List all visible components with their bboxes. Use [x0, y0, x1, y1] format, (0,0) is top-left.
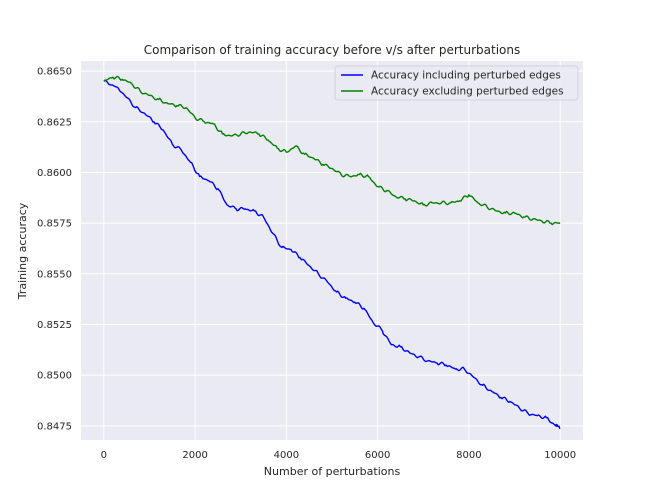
y-tick-label: 0.8550 [37, 269, 72, 280]
x-tick-label: 0 [101, 450, 107, 461]
y-tick-label: 0.8575 [37, 219, 72, 230]
x-tick-label: 2000 [182, 450, 207, 461]
plot-area [81, 61, 583, 440]
y-axis-ticks: 0.8475 0.8500 0.8525 0.8550 0.8575 0.8600 0.86… [37, 67, 72, 433]
legend: Accuracy including perturbed edges Accura… [334, 65, 579, 101]
x-axis-label: Number of perturbations [264, 465, 401, 478]
legend-entry: Accuracy excluding perturbed edges [371, 86, 564, 98]
x-tick-label: 8000 [456, 450, 481, 461]
chart-title: Comparison of training accuracy before v… [144, 43, 521, 57]
y-tick-label: 0.8625 [37, 117, 72, 128]
y-axis-label: Training accuracy [16, 202, 29, 300]
x-axis-ticks: 0 2000 4000 6000 8000 10000 [101, 450, 576, 461]
legend-box [334, 65, 579, 101]
y-tick-label: 0.8500 [37, 371, 72, 382]
series-layer [103, 75, 561, 429]
y-tick-label: 0.8525 [37, 320, 72, 331]
legend-entry: Accuracy including perturbed edges [371, 70, 561, 82]
x-tick-label: 4000 [274, 450, 299, 461]
x-tick-label: 10000 [544, 450, 576, 461]
series-line-1 [103, 79, 561, 429]
series-line-2 [103, 75, 561, 226]
y-tick-label: 0.8600 [37, 168, 72, 179]
x-tick-label: 6000 [365, 450, 390, 461]
y-tick-label: 0.8475 [37, 421, 72, 432]
y-tick-label: 0.8650 [37, 67, 72, 78]
